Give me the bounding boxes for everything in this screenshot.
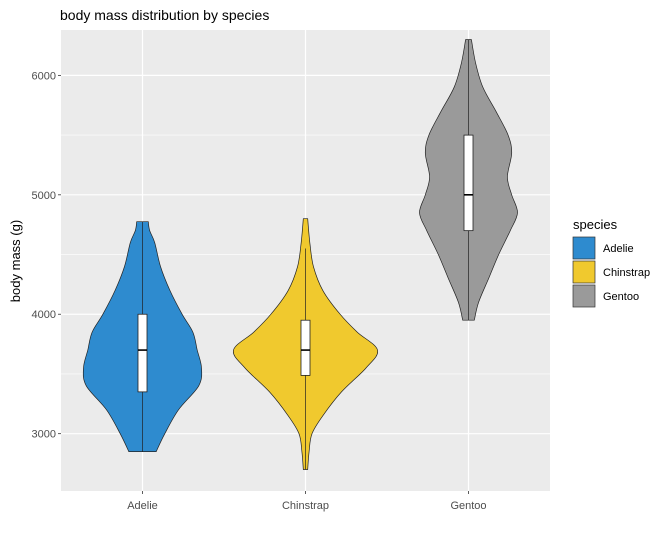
legend-label-gentoo: Gentoo: [603, 291, 639, 303]
y-axis-title: body mass (g): [8, 220, 23, 302]
x-tick-label: Chinstrap: [282, 500, 329, 512]
legend-swatch-chinstrap: [572, 260, 596, 284]
y-tick-label: 6000: [32, 70, 56, 82]
legend-title: species: [573, 217, 618, 232]
box-gentoo: [463, 134, 474, 232]
box-chinstrap: [300, 319, 311, 376]
box-adelie: [137, 313, 148, 393]
y-tick-label: 5000: [32, 190, 56, 202]
legend-label-adelie: Adelie: [603, 243, 634, 255]
legend: species Adelie Chinstrap Gentoo: [572, 217, 650, 308]
legend-swatch-gentoo: [572, 284, 596, 308]
x-axis-ticks: Adelie Chinstrap Gentoo: [127, 491, 487, 512]
boxplots: [137, 39, 474, 470]
x-tick-label: Adelie: [127, 500, 158, 512]
y-tick-label: 3000: [32, 429, 56, 441]
chart-title: body mass distribution by species: [60, 7, 269, 23]
x-tick-label: Gentoo: [450, 500, 486, 512]
y-tick-label: 4000: [32, 309, 56, 321]
legend-swatch-adelie: [572, 236, 596, 260]
y-axis-ticks: 3000 4000 5000 6000: [32, 70, 61, 441]
legend-label-chinstrap: Chinstrap: [603, 267, 650, 279]
